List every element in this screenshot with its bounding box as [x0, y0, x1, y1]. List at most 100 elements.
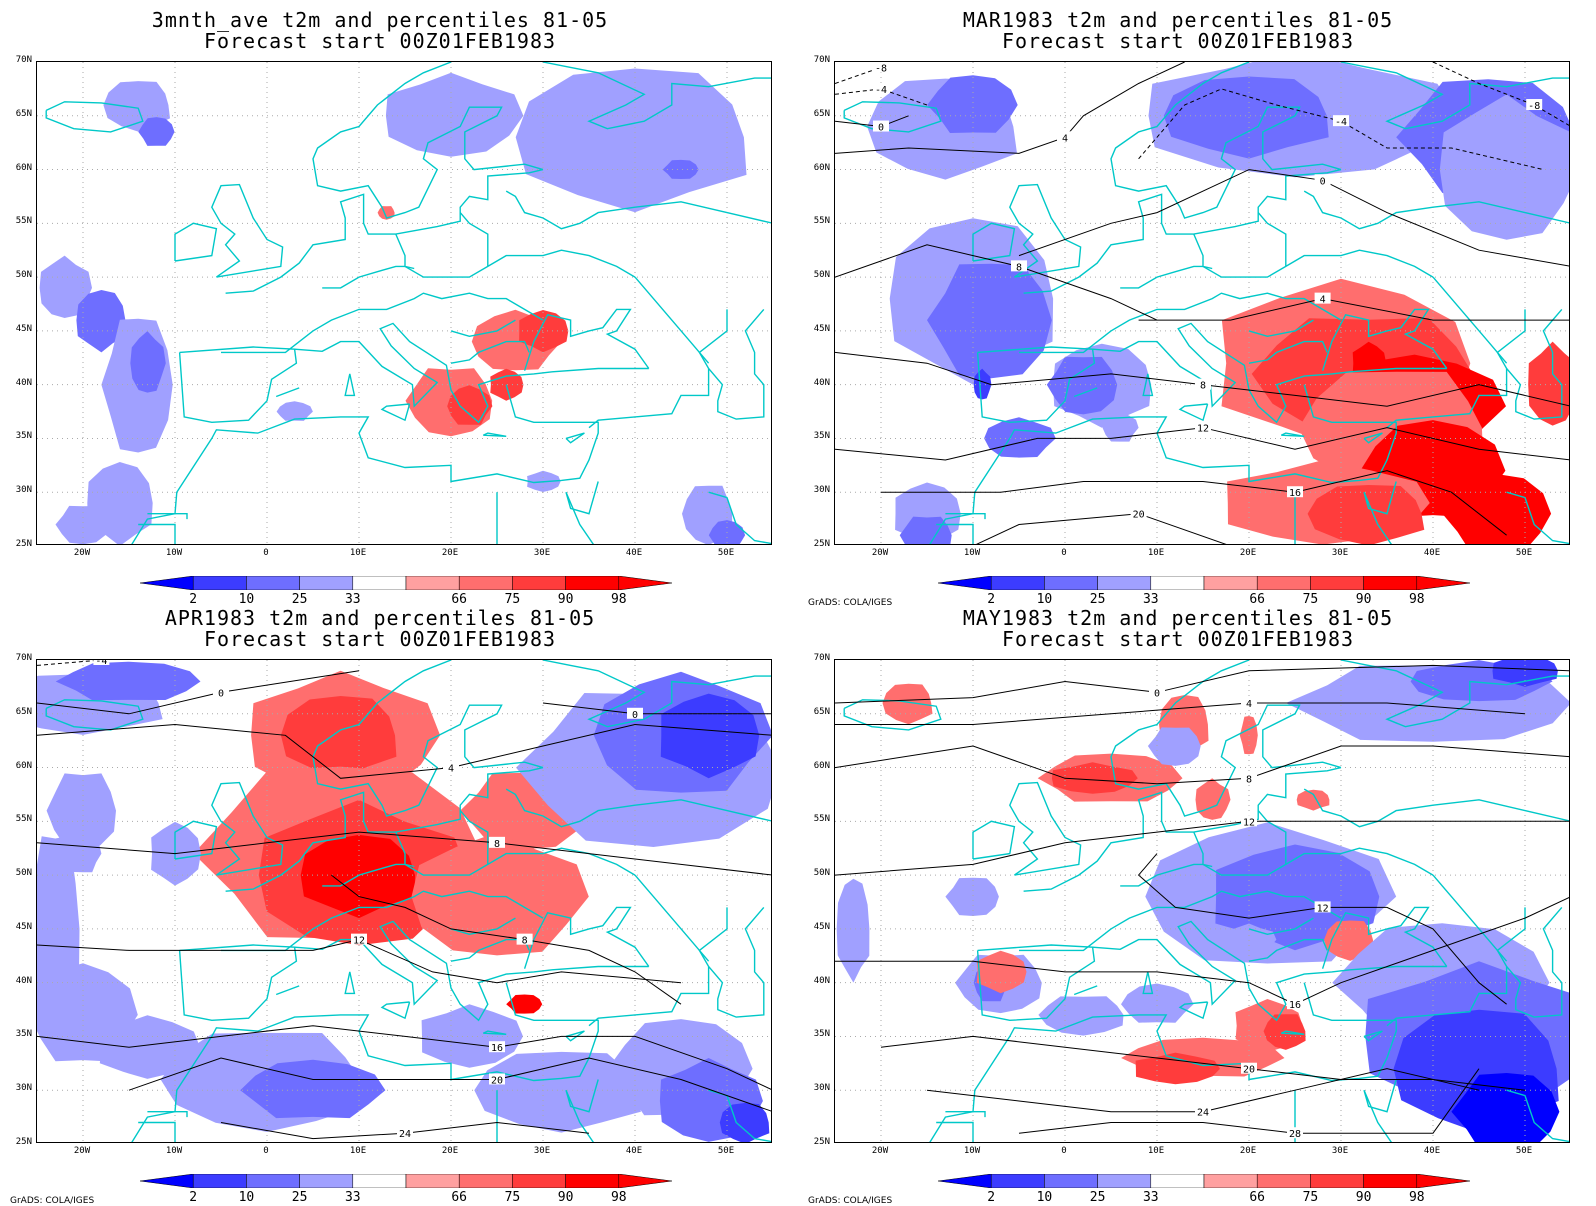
lon-tick-label: 0 [263, 548, 269, 558]
contour-label: 0 [1154, 688, 1160, 699]
coastline [634, 276, 710, 364]
coastline [1178, 1001, 1209, 1020]
coastline [344, 971, 356, 995]
coastline [1110, 62, 1342, 219]
contour-label-bg [489, 836, 505, 848]
colorbar-swatch [1256, 1174, 1311, 1188]
coastline [138, 523, 176, 544]
percentile-area [474, 1051, 641, 1133]
lat-tick-label: 60N [15, 760, 32, 771]
coastline [450, 917, 516, 936]
colorbar-label: 90 [1355, 592, 1372, 607]
coastline [1280, 1030, 1305, 1035]
percentile-area [976, 950, 1027, 994]
coastline [936, 523, 974, 544]
colorbar-swatch [1150, 1174, 1205, 1188]
lon-tick-label: 40E [625, 1146, 643, 1156]
contour-line [835, 702, 1526, 725]
lat-tick-label: 25N [813, 539, 830, 549]
colorbar-label: 66 [451, 1190, 468, 1205]
coastline [1193, 831, 1213, 868]
coastline [1120, 847, 1434, 887]
percentile-area [1439, 94, 1569, 240]
colorbar-label: 25 [291, 1190, 308, 1205]
panel-title: APR1983 t2m and percentiles 81-05 [164, 606, 596, 630]
percentile-area [76, 290, 126, 353]
contour-label: 12 [353, 936, 365, 947]
percentile-area [1147, 727, 1201, 766]
coastline [178, 944, 298, 1022]
contour-label-bg [489, 1073, 505, 1085]
contour-label: 0 [1320, 176, 1326, 187]
coastline [1248, 340, 1328, 364]
percentile-area [899, 516, 952, 544]
colorbar-label: 98 [610, 592, 627, 607]
coastline [45, 699, 144, 731]
contour-label-bg [1149, 686, 1165, 698]
contour-label: 20 [1133, 510, 1145, 521]
coastline [221, 292, 544, 354]
lon-tick-label: 20W [871, 1146, 889, 1156]
colorbar-label: 25 [1089, 592, 1106, 607]
percentile-area [836, 878, 870, 983]
percentile-area [55, 505, 109, 544]
coastline [1506, 1089, 1569, 1142]
lat-tick-label: 45N [15, 323, 32, 334]
lat-tick-label: 50N [813, 868, 830, 879]
lat-tick-label: 50N [813, 270, 830, 281]
coastline [312, 660, 544, 817]
lon-tick-label: 20E [441, 1146, 459, 1156]
coastline [843, 699, 942, 731]
percentile-area [1528, 341, 1569, 426]
lon-tick-label: 20E [441, 548, 459, 558]
coastline [275, 985, 300, 996]
lon-tick-label: 10E [349, 548, 367, 558]
colorbar-swatch [1256, 576, 1311, 590]
colorbar-label: 33 [1142, 1190, 1159, 1205]
percentile-area [945, 877, 999, 916]
coastline [945, 513, 986, 520]
lon-tick-label: 0 [1061, 1146, 1067, 1156]
coastline [459, 212, 489, 267]
contour-label: 20 [1243, 1065, 1255, 1076]
colorbar-arrow-right [1416, 576, 1470, 590]
lat-tick-label: 45N [813, 323, 830, 334]
lon-tick-label: 20E [1239, 1146, 1257, 1156]
contour-label-bg [351, 933, 367, 945]
lat-tick-label: 60N [15, 162, 32, 173]
contour-label: 20 [491, 1075, 503, 1086]
contour-label: -4 [1335, 117, 1347, 128]
colorbar-swatch [512, 576, 566, 590]
coastline [1506, 491, 1569, 544]
percentile-area [1195, 778, 1231, 820]
colorbar-label: 75 [1302, 1190, 1319, 1205]
lon-tick-label: 40E [1423, 1146, 1441, 1156]
coastline [1340, 62, 1569, 130]
coastline [294, 920, 649, 1022]
colorbar-arrow-left [140, 1174, 194, 1188]
colorbar-swatch [990, 576, 1045, 590]
coastline [450, 319, 516, 338]
colorbar-arrow-right [618, 576, 672, 590]
colorbar-swatch [458, 576, 513, 590]
contour-label-bg [443, 761, 459, 773]
map-svg: 0 4 8 12 12 16 20 24 28 [835, 660, 1569, 1142]
map-panel-1: 3mnth_ave t2m and percentiles 81-05 Fore… [0, 0, 798, 607]
coastline [1432, 874, 1508, 962]
contour-label: 8 [522, 936, 528, 947]
lat-tick-label: 25N [15, 1137, 32, 1147]
coastline [482, 1030, 507, 1035]
coastline [1120, 249, 1434, 289]
coastline [1009, 183, 1082, 278]
lon-tick-label: 40E [625, 548, 643, 558]
percentile-area [1046, 356, 1118, 415]
coastline [174, 820, 218, 860]
lat-tick-label: 70N [15, 55, 32, 65]
coastline [1321, 906, 1448, 969]
coastline [976, 346, 1096, 424]
coastline [1363, 1030, 1383, 1042]
map-area: -4 0 4 0 8 8 12 16 20 24 [36, 659, 772, 1143]
lat-tick-label: 60N [813, 760, 830, 771]
colorbar-label: 90 [1355, 1190, 1372, 1205]
percentile-area [1102, 412, 1139, 442]
